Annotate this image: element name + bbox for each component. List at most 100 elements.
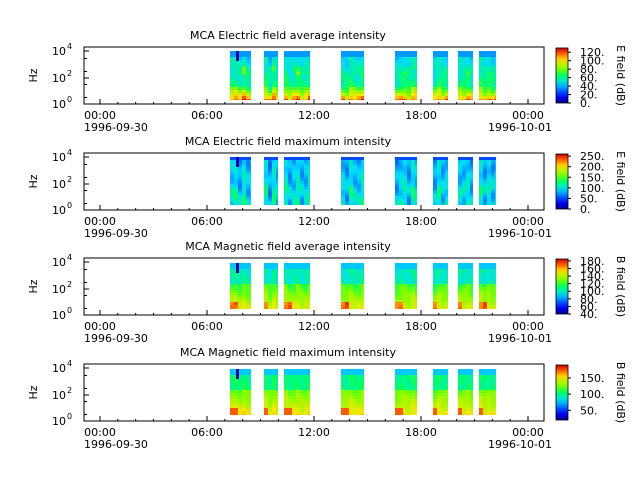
spectrogram-cell: [495, 54, 496, 57]
spectrogram-cell: [234, 381, 238, 384]
spectrogram-cell: [276, 375, 278, 378]
spectrogram-cell: [491, 263, 495, 266]
spectrogram-cell: [433, 90, 437, 93]
spectrogram-cell: [487, 399, 491, 402]
spectrogram-cell: [491, 411, 495, 414]
panel-title: MCA Electric field average intensity: [190, 29, 386, 42]
spectrogram-cell: [276, 281, 278, 284]
spectrogram-cell: [353, 372, 357, 375]
spectrogram-cell: [304, 172, 308, 175]
spectrogram-cell: [288, 399, 292, 402]
spectrogram-cell: [345, 51, 349, 54]
spectrogram-cell: [495, 372, 496, 375]
spectrogram-cell: [230, 184, 234, 187]
spectrogram-cell: [349, 305, 353, 308]
spectrogram-cell: [308, 384, 310, 387]
spectrogram-cell: [357, 396, 361, 399]
spectrogram-cell: [437, 99, 441, 100]
spectrogram-cell: [491, 287, 495, 290]
spectrogram-cell: [300, 281, 304, 284]
spectrogram-cell: [250, 169, 251, 172]
spectrogram-cell: [268, 266, 272, 269]
spectrogram-cell: [296, 299, 300, 302]
spectrogram-cell: [250, 196, 251, 199]
spectrogram-cell: [458, 399, 462, 402]
spectrogram-cell: [349, 78, 353, 81]
spectrogram-cell: [264, 184, 268, 187]
spectrogram-cell: [361, 69, 364, 72]
spectrogram-cell: [353, 302, 357, 305]
spectrogram-cell: [238, 387, 242, 390]
spectrogram-cell: [341, 378, 345, 381]
spectrogram-cell: [441, 405, 445, 408]
spectrogram-cell: [462, 51, 466, 54]
spectrogram-cell: [272, 196, 276, 199]
spectrogram-cell: [433, 60, 437, 63]
spectrogram-cell: [345, 302, 349, 305]
spectrogram-cell: [441, 84, 445, 87]
spectrogram-cell: [399, 272, 403, 275]
spectrogram-cell: [272, 390, 276, 393]
spectrogram-cell: [466, 384, 470, 387]
spectrogram-cell: [458, 305, 462, 308]
spectrogram-cell: [466, 87, 470, 90]
spectrogram-cell: [288, 69, 292, 72]
spectrogram-cell: [495, 293, 496, 296]
spectrogram-cell: [276, 175, 278, 178]
spectrogram-cell: [462, 308, 466, 309]
spectrogram-cell: [407, 408, 411, 411]
spectrogram-cell: [399, 181, 403, 184]
spectrogram-cell: [437, 372, 441, 375]
spectrogram-cell: [487, 78, 491, 81]
spectrogram-cell: [458, 393, 462, 396]
spectrogram-cell: [345, 375, 349, 378]
spectrogram-cell: [300, 263, 304, 266]
spectrogram-cell: [242, 305, 246, 308]
spectrogram-cell: [349, 184, 353, 187]
spectrogram-cell: [268, 163, 272, 166]
spectrogram-cell: [395, 405, 399, 408]
data-block: [458, 51, 473, 100]
spectrogram-cell: [491, 184, 495, 187]
spectrogram-cell: [341, 369, 345, 372]
spectrogram-cell: [462, 196, 466, 199]
spectrogram-cell: [483, 163, 487, 166]
spectrogram-cell: [462, 163, 466, 166]
spectrogram-cell: [445, 163, 448, 166]
spectrogram-cell: [308, 160, 310, 163]
spectrogram-cell: [292, 296, 296, 299]
spectrogram-cell: [361, 372, 364, 375]
spectrogram-cell: [250, 187, 251, 190]
spectrogram-cell: [300, 157, 304, 160]
spectrogram-cell: [242, 266, 246, 269]
spectrogram-cell: [272, 405, 276, 408]
spectrogram-cell: [234, 78, 238, 81]
spectrogram-cell: [462, 393, 466, 396]
spectrogram-cell: [437, 408, 441, 411]
spectrogram-cell: [395, 305, 399, 308]
spectrogram-cell: [437, 384, 441, 387]
spectrogram-cell: [272, 75, 276, 78]
spectrogram-cell: [445, 66, 448, 69]
spectrogram-cell: [230, 87, 234, 90]
spectrogram-cell: [234, 190, 238, 193]
spectrogram-cell: [349, 60, 353, 63]
spectrogram-cell: [264, 199, 268, 202]
spectrogram-cell: [304, 266, 308, 269]
spectrogram-cell: [288, 299, 292, 302]
spectrogram-cell: [445, 408, 448, 411]
spectrogram-cell: [272, 72, 276, 75]
spectrogram-cell: [479, 54, 483, 57]
spectrogram-cell: [341, 375, 345, 378]
spectrogram-cell: [441, 296, 445, 299]
spectrogram-cell: [433, 393, 437, 396]
spectrogram-cell: [357, 193, 361, 196]
spectrogram-cell: [234, 196, 238, 199]
spectrogram-cell: [242, 269, 246, 272]
spectrogram-cell: [487, 90, 491, 93]
spectrogram-cell: [433, 57, 437, 60]
spectrogram-cell: [395, 63, 399, 66]
spectrogram-cell: [441, 408, 445, 411]
spectrogram-cell: [458, 290, 462, 293]
y-tick-exponent: 4: [67, 359, 72, 368]
